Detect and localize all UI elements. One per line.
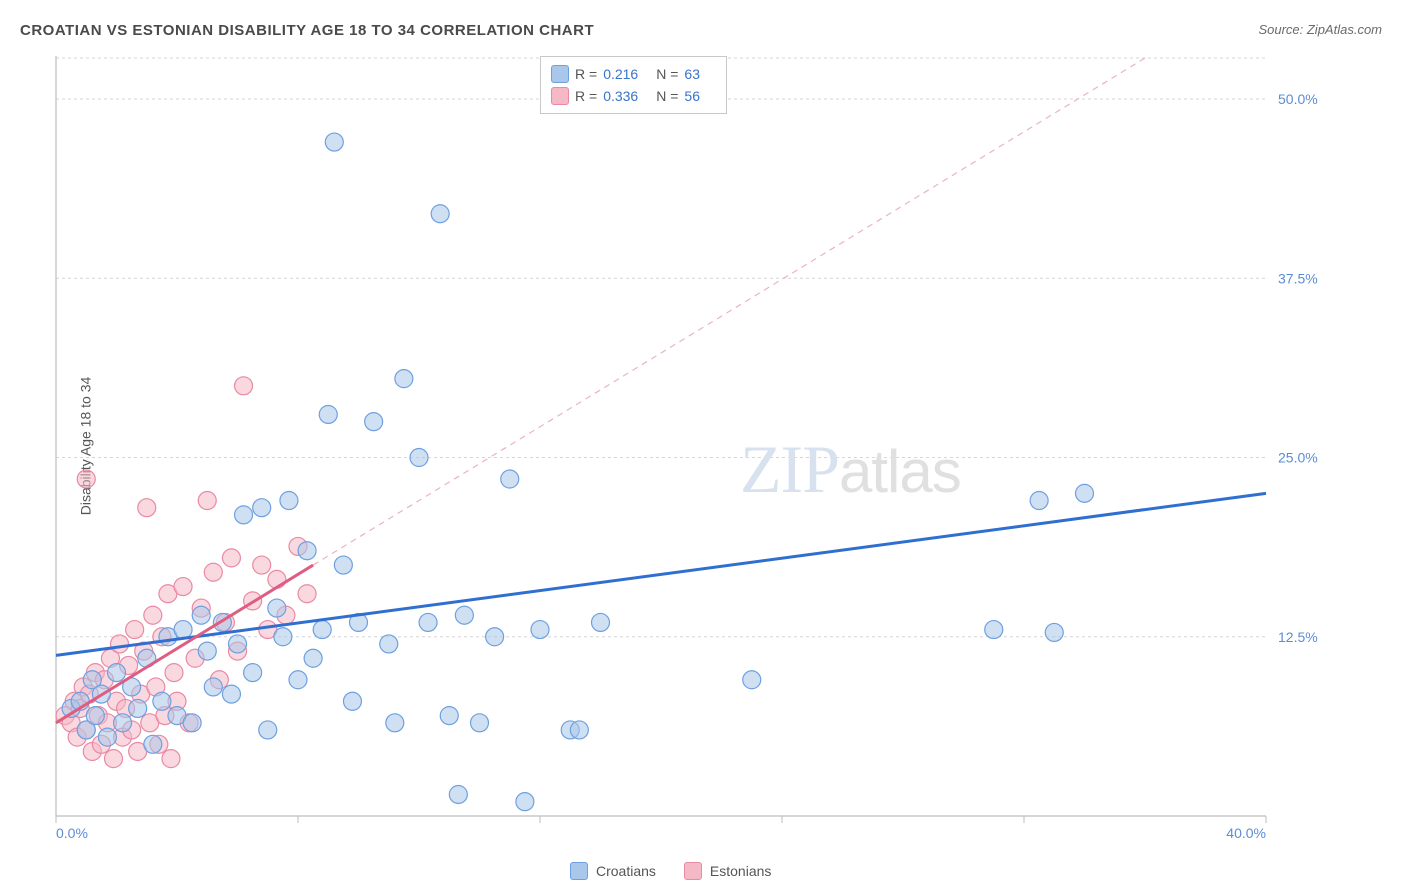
svg-text:0.0%: 0.0% xyxy=(56,825,88,841)
svg-text:12.5%: 12.5% xyxy=(1278,629,1318,645)
legend-swatch xyxy=(551,87,569,105)
svg-text:40.0%: 40.0% xyxy=(1226,825,1266,841)
n-value: 63 xyxy=(684,63,700,85)
legend-item: Estonians xyxy=(684,862,771,880)
n-label: N = xyxy=(656,63,678,85)
r-label: R = xyxy=(575,85,597,107)
chart-title: CROATIAN VS ESTONIAN DISABILITY AGE 18 T… xyxy=(20,22,594,39)
svg-text:37.5%: 37.5% xyxy=(1278,270,1318,286)
legend-stats-row: R = 0.336 N = 56 xyxy=(551,85,712,107)
legend-swatch xyxy=(551,65,569,83)
legend-label: Estonians xyxy=(710,863,771,879)
legend-stats-row: R = 0.216 N = 63 xyxy=(551,63,712,85)
chart-plot-area: 12.5% 25.0% 37.5% 50.0% 0.0% 40.0% xyxy=(50,50,1326,846)
scatter-chart-svg: 12.5% 25.0% 37.5% 50.0% 0.0% 40.0% xyxy=(50,50,1326,846)
legend-swatch xyxy=(570,862,588,880)
r-label: R = xyxy=(575,63,597,85)
legend-swatch xyxy=(684,862,702,880)
svg-text:50.0%: 50.0% xyxy=(1278,91,1318,107)
svg-text:25.0%: 25.0% xyxy=(1278,450,1318,466)
r-value: 0.336 xyxy=(603,85,638,107)
r-value: 0.216 xyxy=(603,63,638,85)
legend-label: Croatians xyxy=(596,863,656,879)
source-attribution: Source: ZipAtlas.com xyxy=(1258,22,1382,37)
series-legend: Croatians Estonians xyxy=(570,862,771,880)
legend-item: Croatians xyxy=(570,862,656,880)
n-value: 56 xyxy=(684,85,700,107)
correlation-legend: R = 0.216 N = 63 R = 0.336 N = 56 xyxy=(540,56,727,114)
n-label: N = xyxy=(656,85,678,107)
